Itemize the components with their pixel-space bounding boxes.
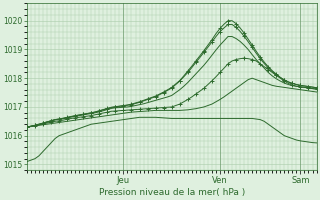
X-axis label: Pression niveau de la mer( hPa ): Pression niveau de la mer( hPa ): [99, 188, 245, 197]
